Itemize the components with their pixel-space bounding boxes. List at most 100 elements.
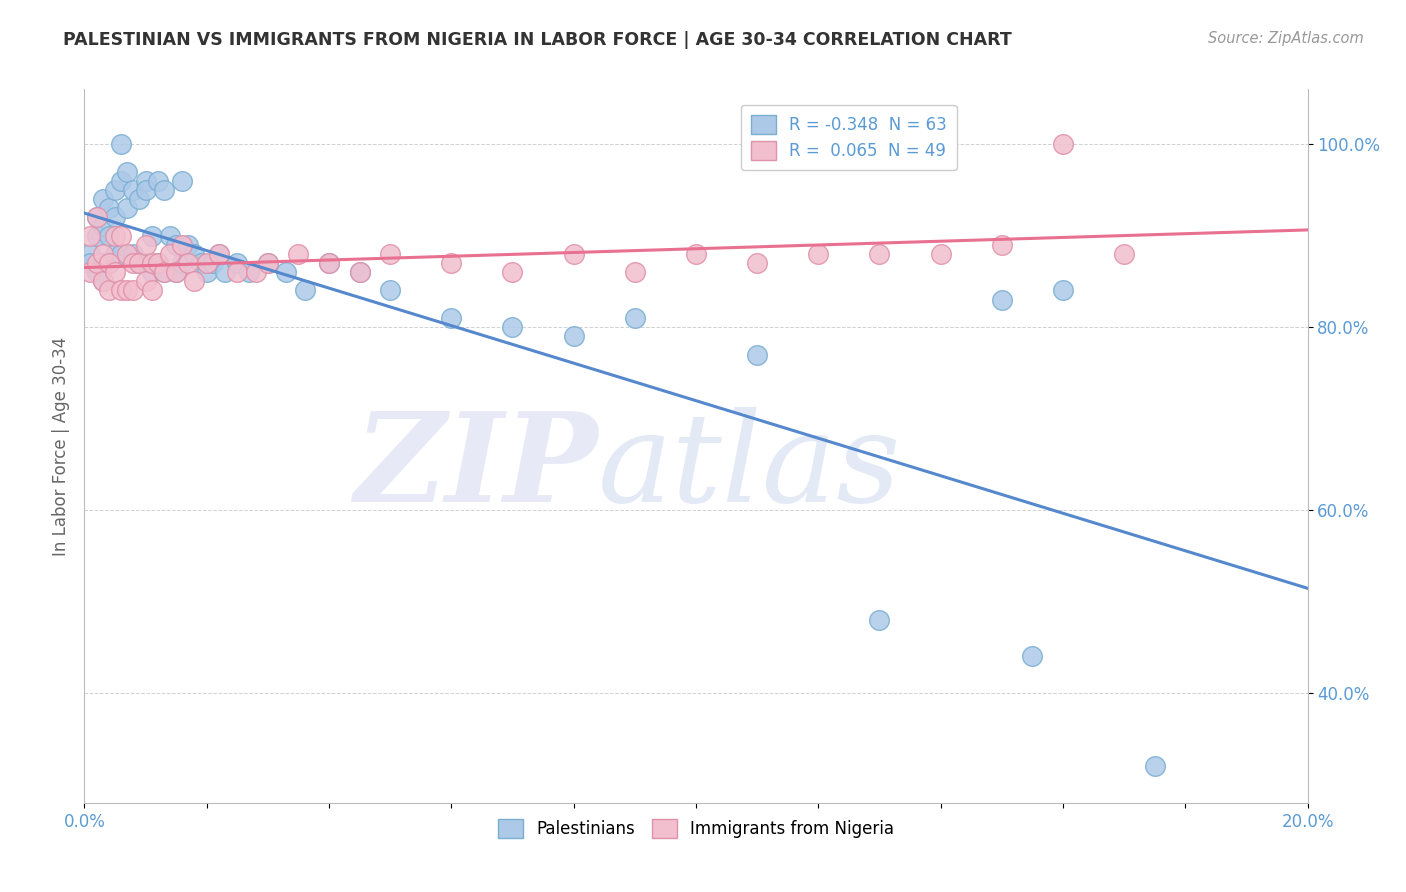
- Point: [122, 284, 145, 298]
- Point: [349, 265, 371, 279]
- Point: [86, 228, 108, 243]
- Point: [929, 247, 952, 261]
- Point: [86, 211, 108, 225]
- Point: [214, 265, 236, 279]
- Point: [195, 265, 218, 279]
- Point: [86, 265, 108, 279]
- Point: [141, 284, 163, 298]
- Point: [97, 228, 120, 243]
- Point: [1021, 649, 1043, 664]
- Point: [110, 137, 132, 152]
- Point: [195, 256, 218, 270]
- Point: [104, 228, 127, 243]
- Point: [91, 247, 114, 261]
- Point: [135, 174, 157, 188]
- Point: [172, 237, 194, 252]
- Point: [122, 256, 145, 270]
- Point: [135, 256, 157, 270]
- Point: [349, 265, 371, 279]
- Point: [141, 256, 163, 270]
- Point: [183, 247, 205, 261]
- Point: [287, 247, 309, 261]
- Point: [128, 256, 150, 270]
- Point: [183, 274, 205, 288]
- Text: ZIP: ZIP: [354, 407, 598, 528]
- Point: [110, 284, 132, 298]
- Point: [115, 284, 138, 298]
- Point: [294, 284, 316, 298]
- Point: [502, 265, 524, 279]
- Point: [238, 265, 260, 279]
- Text: atlas: atlas: [598, 407, 901, 528]
- Point: [97, 256, 120, 270]
- Point: [991, 237, 1014, 252]
- Point: [380, 284, 402, 298]
- Point: [104, 211, 127, 225]
- Point: [177, 256, 200, 270]
- Point: [141, 228, 163, 243]
- Point: [79, 265, 101, 279]
- Point: [91, 219, 114, 234]
- Point: [165, 237, 187, 252]
- Point: [201, 256, 224, 270]
- Point: [141, 265, 163, 279]
- Point: [318, 256, 340, 270]
- Point: [165, 265, 187, 279]
- Point: [153, 183, 176, 197]
- Point: [991, 293, 1014, 307]
- Point: [257, 256, 280, 270]
- Point: [97, 201, 120, 215]
- Point: [208, 247, 231, 261]
- Point: [135, 183, 157, 197]
- Point: [86, 256, 108, 270]
- Y-axis label: In Labor Force | Age 30-34: In Labor Force | Age 30-34: [52, 336, 70, 556]
- Point: [159, 247, 181, 261]
- Point: [91, 192, 114, 206]
- Point: [104, 247, 127, 261]
- Point: [208, 247, 231, 261]
- Point: [110, 174, 132, 188]
- Point: [172, 174, 194, 188]
- Point: [122, 183, 145, 197]
- Point: [440, 256, 463, 270]
- Point: [1143, 759, 1166, 773]
- Point: [97, 256, 120, 270]
- Point: [79, 247, 101, 261]
- Point: [1052, 284, 1074, 298]
- Point: [440, 310, 463, 325]
- Point: [91, 256, 114, 270]
- Point: [104, 265, 127, 279]
- Text: Source: ZipAtlas.com: Source: ZipAtlas.com: [1208, 31, 1364, 46]
- Point: [159, 228, 181, 243]
- Point: [153, 265, 176, 279]
- Point: [135, 237, 157, 252]
- Point: [807, 247, 830, 261]
- Point: [318, 256, 340, 270]
- Point: [110, 228, 132, 243]
- Point: [115, 201, 138, 215]
- Point: [122, 247, 145, 261]
- Point: [257, 256, 280, 270]
- Point: [91, 274, 114, 288]
- Point: [226, 265, 249, 279]
- Point: [624, 310, 647, 325]
- Point: [276, 265, 298, 279]
- Point: [624, 265, 647, 279]
- Point: [380, 247, 402, 261]
- Point: [685, 247, 707, 261]
- Point: [869, 613, 891, 627]
- Point: [110, 247, 132, 261]
- Point: [172, 256, 194, 270]
- Point: [245, 265, 267, 279]
- Point: [135, 274, 157, 288]
- Point: [1114, 247, 1136, 261]
- Point: [177, 237, 200, 252]
- Point: [91, 274, 114, 288]
- Point: [86, 211, 108, 225]
- Point: [562, 329, 585, 343]
- Point: [79, 228, 101, 243]
- Point: [562, 247, 585, 261]
- Point: [115, 247, 138, 261]
- Point: [190, 256, 212, 270]
- Point: [869, 247, 891, 261]
